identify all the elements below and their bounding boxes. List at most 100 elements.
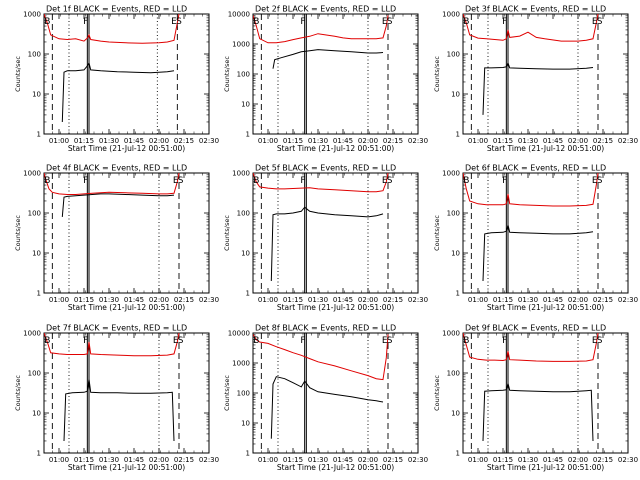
x-tick-label: 01:00	[258, 296, 278, 304]
lld-series-line	[463, 173, 599, 207]
y-tick-label: 1	[37, 290, 41, 298]
marker-letter-f: F	[83, 176, 88, 186]
x-tick-label: 02:30	[618, 456, 638, 464]
chart-title: Det 5f BLACK = Events, RED = LLD	[255, 164, 396, 173]
y-tick-label: 10000	[228, 330, 250, 338]
marker-letter-f: F	[502, 336, 507, 346]
plot-frame	[462, 172, 629, 294]
marker-letter-e: E	[382, 176, 388, 186]
lld-series-line	[253, 173, 389, 193]
y-tick-label: 10	[241, 101, 250, 109]
marker-letter-f: F	[502, 176, 507, 186]
x-tick-label: 01:30	[308, 137, 328, 145]
marker-letter-f: F	[300, 336, 305, 346]
marker-letter-s: S	[597, 176, 603, 186]
x-tick-label: 01:45	[543, 137, 563, 145]
x-tick-label: 01:15	[283, 296, 303, 304]
x-tick-label: 02:15	[383, 137, 403, 145]
x-tick-label: 02:00	[149, 456, 169, 464]
marker-letter-b: B	[253, 176, 259, 186]
marker-letter-e: E	[592, 176, 598, 186]
lld-series-line	[463, 14, 599, 42]
marker-letter-s: S	[387, 17, 393, 27]
x-tick-label: 02:15	[383, 456, 403, 464]
y-axis-label: Counts/sec	[14, 56, 22, 92]
chart-title: Det 8f BLACK = Events, RED = LLD	[255, 324, 396, 333]
plot-frame	[252, 172, 419, 294]
y-tick-label: 1000	[23, 170, 41, 178]
y-axis-label: Counts/sec	[14, 375, 22, 411]
lld-series-line	[44, 173, 180, 195]
marker-letter-b: B	[44, 336, 50, 346]
y-axis-label: Counts/sec	[14, 215, 22, 251]
events-series-line	[482, 61, 594, 115]
marker-letter-e: E	[592, 336, 598, 346]
y-tick-label: 1	[456, 290, 460, 298]
x-tick-label: 02:15	[174, 456, 194, 464]
y-tick-label: 100	[447, 210, 460, 218]
chart-panel-7: Det 7f BLACK = Events, RED = LLD 1 10 100 10…	[14, 324, 219, 473]
chart-title: Det 3f BLACK = Events, RED = LLD	[465, 5, 606, 14]
marker-letter-b: B	[463, 17, 469, 27]
y-axis-label: Counts/sec	[223, 375, 231, 411]
x-axis-label: Start Time (21-Jul-12 00:51:00)	[487, 144, 604, 153]
marker-letter-b: B	[253, 17, 259, 27]
marker-letter-e: E	[173, 176, 179, 186]
x-tick-label: 02:30	[408, 296, 428, 304]
x-tick-label: 01:15	[493, 296, 513, 304]
marker-letter-s: S	[597, 336, 603, 346]
marker-letter-b: B	[463, 336, 469, 346]
x-tick-label: 02:15	[174, 296, 194, 304]
x-tick-label: 01:45	[124, 456, 144, 464]
x-tick-label: 02:30	[199, 456, 219, 464]
x-tick-label: 01:00	[49, 137, 69, 145]
events-series-line	[61, 61, 175, 123]
x-tick-label: 01:30	[99, 137, 119, 145]
x-tick-label: 02:15	[593, 296, 613, 304]
marker-letter-e: E	[382, 336, 388, 346]
y-tick-label: 1000	[442, 11, 460, 19]
chart-panel-1: Det 1f BLACK = Events, RED = LLD 1 10 100 10…	[14, 5, 219, 154]
x-tick-label: 01:30	[99, 296, 119, 304]
y-tick-label: 1	[456, 131, 460, 139]
x-tick-label: 01:15	[74, 137, 94, 145]
x-tick-label: 01:15	[493, 456, 513, 464]
marker-letter-b: B	[253, 336, 259, 346]
x-axis-label: Start Time (21-Jul-12 00:51:00)	[277, 303, 394, 312]
x-axis-label: Start Time (21-Jul-12 00:51:00)	[487, 303, 604, 312]
chart-title: Det 7f BLACK = Events, RED = LLD	[46, 324, 187, 333]
x-tick-label: 02:30	[618, 296, 638, 304]
y-tick-label: 100	[237, 390, 250, 398]
x-tick-label: 01:45	[543, 456, 563, 464]
x-tick-label: 01:45	[124, 296, 144, 304]
events-series-line	[61, 193, 175, 217]
chart-panel-6: Det 6f BLACK = Events, RED = LLD 1 10 100 10…	[433, 164, 638, 313]
y-tick-label: 100	[237, 210, 250, 218]
x-tick-label: 02:15	[174, 137, 194, 145]
plot-frame	[43, 13, 210, 135]
y-tick-label: 10	[241, 420, 250, 428]
x-tick-label: 02:30	[618, 137, 638, 145]
marker-letter-b: B	[463, 176, 469, 186]
x-tick-label: 01:30	[308, 456, 328, 464]
x-tick-label: 01:00	[468, 137, 488, 145]
marker-letter-e: E	[173, 336, 179, 346]
y-tick-label: 100	[28, 370, 41, 378]
chart-title: Det 1f BLACK = Events, RED = LLD	[46, 5, 187, 14]
x-tick-label: 01:30	[518, 456, 538, 464]
y-axis-label: Counts/sec	[433, 56, 441, 92]
y-tick-label: 1000	[232, 41, 250, 49]
chart-panel-4: Det 4f BLACK = Events, RED = LLD 1 10 100 10…	[14, 164, 219, 313]
y-tick-label: 100	[28, 210, 41, 218]
y-tick-label: 1000	[232, 170, 250, 178]
y-tick-label: 1000	[23, 330, 41, 338]
x-tick-label: 01:15	[74, 456, 94, 464]
events-series-line	[270, 206, 384, 282]
events-series-line	[482, 224, 594, 282]
x-axis-label: Start Time (21-Jul-12 00:51:00)	[487, 463, 604, 472]
x-tick-label: 02:30	[408, 137, 428, 145]
x-tick-label: 01:30	[518, 296, 538, 304]
y-tick-label: 1	[246, 290, 250, 298]
marker-letter-s: S	[176, 17, 182, 27]
chart-title: Det 4f BLACK = Events, RED = LLD	[46, 164, 187, 173]
